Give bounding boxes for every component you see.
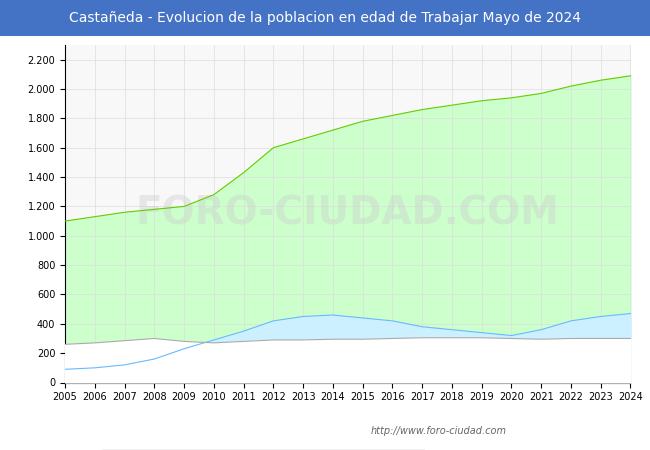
- Text: FORO-CIUDAD.COM: FORO-CIUDAD.COM: [136, 195, 560, 233]
- Text: Castañeda - Evolucion de la poblacion en edad de Trabajar Mayo de 2024: Castañeda - Evolucion de la poblacion en…: [69, 11, 581, 25]
- Text: http://www.foro-ciudad.com: http://www.foro-ciudad.com: [371, 427, 507, 436]
